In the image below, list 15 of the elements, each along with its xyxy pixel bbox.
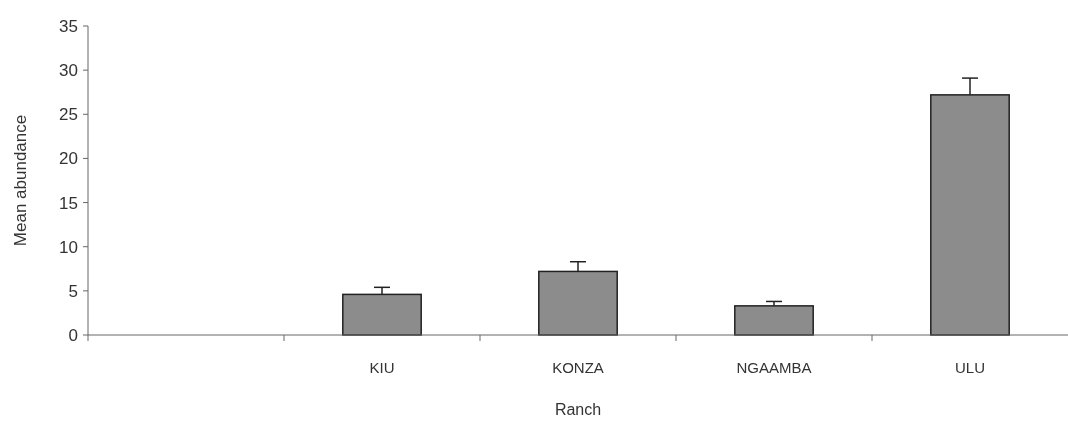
y-axis-title: Mean abundance xyxy=(11,114,30,247)
x-tick-label: KONZA xyxy=(552,359,604,376)
y-tick-label: 15 xyxy=(59,193,78,213)
y-tick-label: 30 xyxy=(59,61,78,81)
x-tick-label: NGAAMBA xyxy=(736,359,812,376)
y-tick-label: 35 xyxy=(59,16,78,36)
y-tick-label: 5 xyxy=(68,281,78,301)
bar xyxy=(734,305,814,336)
y-tick-label: 20 xyxy=(59,149,78,169)
x-tick-label: KIU xyxy=(369,359,395,376)
x-axis-title: Ranch xyxy=(554,401,602,418)
x-tick-label: ULU xyxy=(954,359,986,376)
y-tick-label: 25 xyxy=(59,105,78,125)
y-tick-label: 0 xyxy=(68,325,78,345)
y-tick-label: 10 xyxy=(59,237,78,257)
